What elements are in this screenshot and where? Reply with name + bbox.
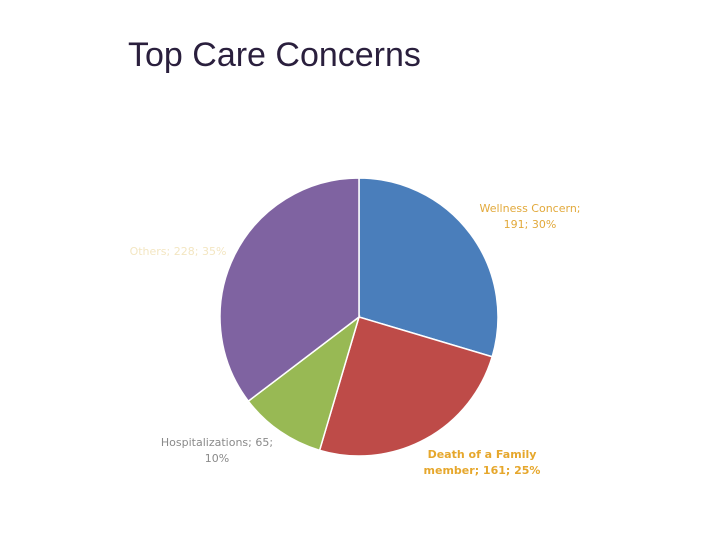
pie-slices	[219, 177, 499, 457]
pie-slice-others	[219, 177, 360, 403]
pie-slice-wellness-concern	[358, 177, 499, 358]
data-label-hospitalizations: Hospitalizations; 65; 10%	[161, 436, 273, 465]
pie-slice-death-of-a-family-member	[318, 316, 494, 457]
data-label-death-of-a-family-member: Death of a Family member; 161; 25%	[424, 448, 541, 477]
chart-title: Top Care Concerns	[128, 36, 421, 74]
data-label-others: Others; 228; 35%	[130, 245, 227, 258]
data-label-wellness-concern: Wellness Concern; 191; 30%	[479, 202, 580, 231]
pie-labels: Wellness Concern; 191; 30% Death of a Fami…	[130, 202, 581, 477]
pie-slice-hospitalizations	[247, 315, 361, 452]
